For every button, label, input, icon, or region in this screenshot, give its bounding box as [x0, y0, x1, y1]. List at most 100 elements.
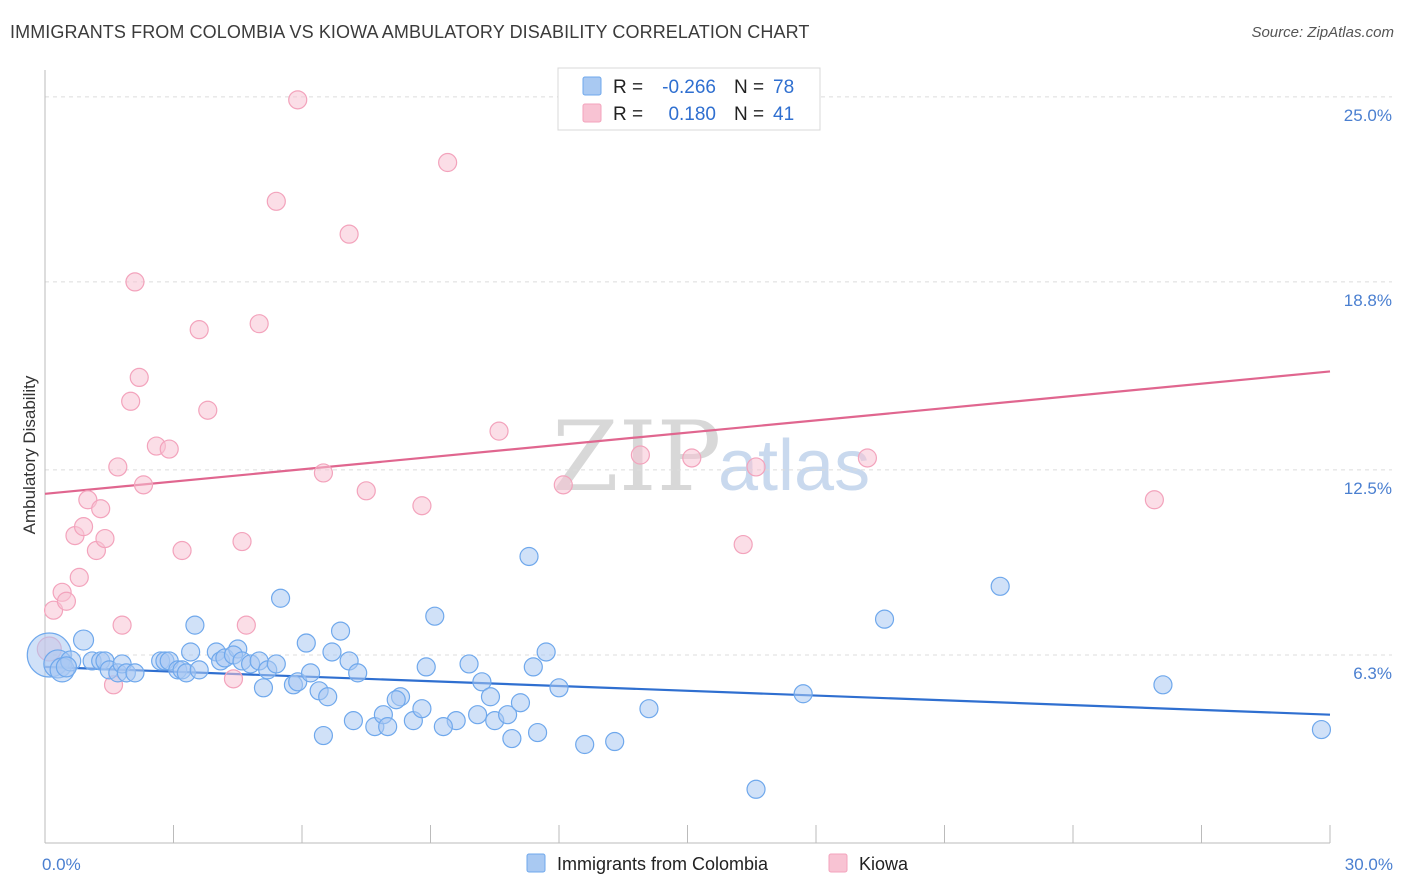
point-kiowa-25	[236, 615, 256, 635]
point-kiowa-22	[198, 400, 218, 420]
legend-r-label-kiowa: R =	[613, 104, 643, 125]
point-kiowa-19	[159, 439, 179, 459]
point-colombia-70	[549, 678, 569, 698]
point-kiowa-34	[489, 421, 509, 441]
x-tick-label-1: 30.0%	[1345, 855, 1393, 874]
point-colombia-51	[386, 690, 406, 710]
watermark-atlas: atlas	[718, 426, 870, 506]
point-colombia-64	[502, 728, 522, 749]
point-colombia-45	[313, 725, 334, 746]
point-kiowa-35	[553, 475, 573, 495]
y-axis-label: Ambulatory Disability	[20, 375, 39, 534]
y-tick-label-0: 6.3%	[1353, 664, 1392, 683]
legend-r-value-kiowa: 0.180	[668, 104, 716, 125]
point-kiowa-27	[266, 191, 286, 211]
point-colombia-44	[348, 663, 368, 683]
point-kiowa-28	[288, 90, 308, 110]
point-kiowa-20	[172, 540, 192, 561]
point-colombia-67	[523, 657, 543, 677]
point-colombia-73	[639, 699, 659, 719]
point-kiowa-29	[313, 463, 334, 483]
point-colombia-22	[189, 660, 209, 680]
point-kiowa-41	[1144, 490, 1164, 510]
point-colombia-58	[459, 654, 479, 674]
point-colombia-66	[519, 546, 539, 567]
point-colombia-13	[125, 663, 145, 683]
point-kiowa-8	[91, 499, 111, 519]
point-kiowa-13	[112, 615, 132, 635]
point-colombia-37	[296, 633, 316, 653]
tick-labels: 6.3% 12.5% 18.8% 25.0% 0.0% 30.0%	[42, 106, 1393, 874]
point-kiowa-31	[356, 481, 376, 501]
point-colombia-34	[270, 588, 291, 608]
point-colombia-72	[605, 731, 625, 752]
trend-lines	[44, 370, 1331, 716]
trend-line-colombia	[44, 665, 1331, 716]
legend-swatch-colombia	[582, 76, 602, 96]
point-kiowa-10	[95, 528, 115, 549]
point-kiowa-3	[56, 591, 77, 611]
legend-swatch-kiowa	[582, 103, 602, 123]
point-colombia-33	[266, 654, 286, 674]
point-kiowa-16	[129, 367, 149, 388]
point-kiowa-37	[682, 448, 702, 468]
point-kiowa-38	[733, 534, 753, 555]
y-tick-label-2: 18.8%	[1344, 291, 1392, 310]
point-colombia-4	[55, 656, 78, 678]
point-colombia-65	[510, 693, 531, 713]
point-colombia-54	[416, 657, 436, 677]
point-colombia-74	[746, 779, 766, 799]
point-colombia-61	[480, 687, 501, 707]
point-colombia-78	[1153, 675, 1173, 695]
point-colombia-63	[498, 705, 518, 725]
point-kiowa-17	[133, 475, 154, 495]
data-points	[26, 90, 1332, 799]
point-colombia-40	[318, 687, 338, 707]
axes	[44, 70, 1331, 844]
point-kiowa-6	[73, 517, 94, 537]
point-colombia-31	[253, 678, 274, 698]
legend-r-value-colombia: -0.266	[662, 77, 716, 98]
legend-n-label-colombia: N =	[734, 77, 764, 98]
point-colombia-38	[300, 663, 321, 683]
point-colombia-42	[330, 621, 351, 641]
point-colombia-41	[322, 642, 342, 662]
grid-lines	[45, 96, 1392, 656]
point-colombia-71	[575, 734, 595, 755]
point-colombia-59	[468, 705, 488, 725]
legend: R = -0.266 N = 78 R = 0.180 N = 41	[557, 67, 821, 131]
point-colombia-21	[181, 642, 201, 662]
point-kiowa-26	[249, 314, 269, 334]
point-kiowa-30	[339, 224, 359, 244]
y-tick-label-1: 12.5%	[1344, 479, 1392, 498]
bottom-legend-swatch-kiowa	[828, 853, 848, 873]
chart-source: Source: ZipAtlas.com	[1251, 24, 1394, 41]
point-colombia-55	[425, 606, 445, 626]
point-kiowa-32	[412, 496, 432, 516]
point-colombia-76	[874, 609, 895, 629]
legend-r-label-colombia: R =	[613, 77, 643, 98]
legend-n-value-kiowa: 41	[773, 104, 794, 125]
point-colombia-68	[527, 722, 548, 743]
point-kiowa-15	[125, 272, 145, 292]
legend-n-label-kiowa: N =	[734, 104, 764, 125]
point-colombia-49	[378, 717, 398, 737]
point-kiowa-40	[857, 448, 878, 468]
point-kiowa-39	[746, 457, 766, 477]
trend-line-kiowa	[44, 370, 1331, 495]
legend-box	[557, 67, 821, 131]
point-colombia-79	[1311, 719, 1332, 740]
point-kiowa-12	[108, 457, 128, 477]
point-kiowa-14	[121, 391, 141, 411]
point-colombia-77	[990, 576, 1010, 596]
point-kiowa-36	[630, 445, 650, 465]
point-colombia-46	[343, 711, 363, 731]
x-tick-label-0: 0.0%	[42, 855, 81, 874]
point-colombia-53	[412, 699, 432, 719]
point-kiowa-21	[189, 320, 209, 340]
point-colombia-20	[185, 615, 205, 635]
bottom-legend-label-colombia: Immigrants from Colombia	[557, 854, 769, 874]
point-colombia-69	[536, 642, 556, 662]
point-kiowa-5	[69, 567, 89, 587]
